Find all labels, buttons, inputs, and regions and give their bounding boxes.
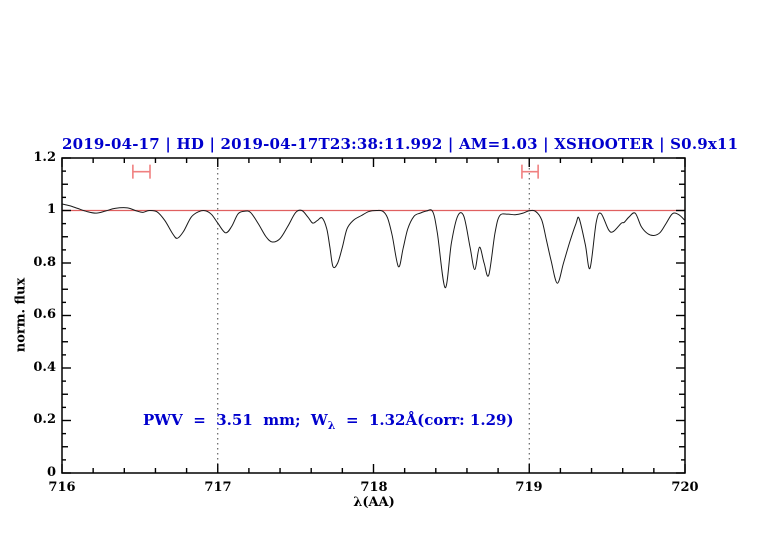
y-tick-label: 0.6 [33,307,56,322]
pwv-annotation-text: PWV = 3.51 mm; W [143,411,328,429]
pwv-annotation: PWV = 3.51 mm; Wλ = 1.32Å(corr: 1.29) [143,411,514,432]
y-tick-label: 0.4 [33,360,56,375]
x-tick-label: 717 [204,480,232,495]
x-tick-label: 718 [360,480,388,495]
y-tick-label: 0 [46,465,56,480]
plot-title: 2019-04-17 | HD | 2019-04-17T23:38:11.99… [62,135,739,153]
y-tick-label: 0.8 [33,255,56,270]
y-tick-label: 1.2 [33,150,56,165]
plot-frame [61,157,686,474]
x-axis-label: λ(AA) [353,495,395,510]
spectrum-curve [61,203,686,289]
y-tick-label: 1 [46,202,56,217]
x-tick-label: 716 [48,480,76,495]
pwv-annotation-text: = 1.32Å(corr: 1.29) [335,411,514,429]
x-tick-label: 720 [671,480,699,495]
lambda-subscript: λ [327,419,336,432]
y-tick-label: 0.2 [33,412,56,427]
x-tick-label: 719 [515,480,543,495]
